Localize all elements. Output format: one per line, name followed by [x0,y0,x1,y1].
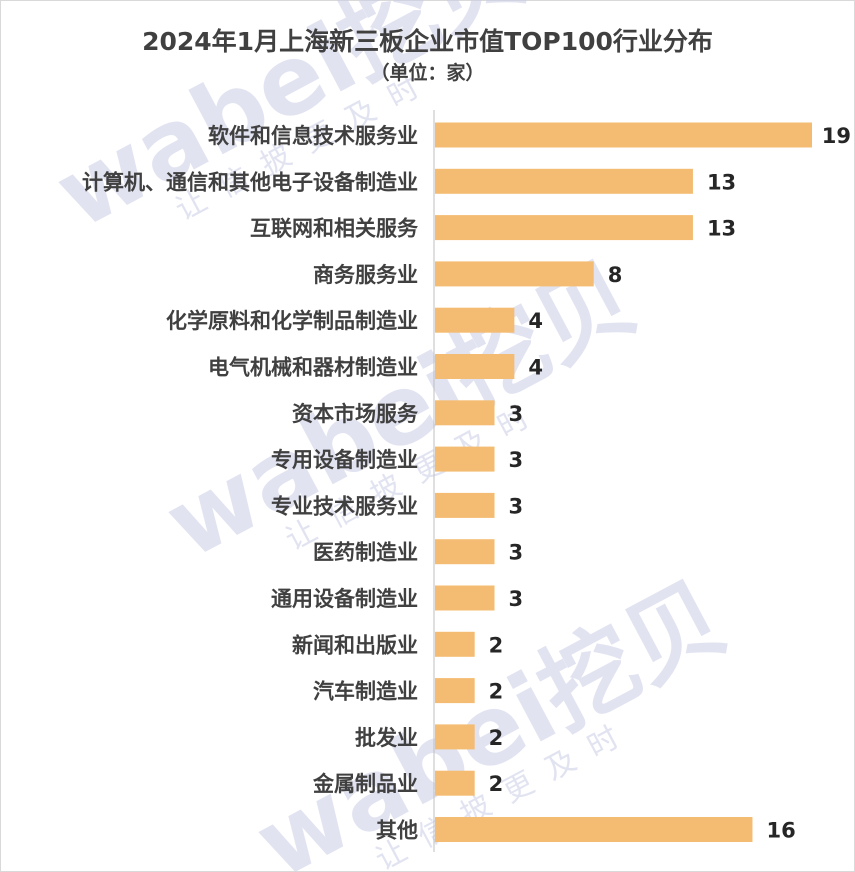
value-label-9: 3 [509,541,524,565]
category-label-14: 金属制品业 [312,772,418,796]
bar-2 [435,215,693,241]
category-label-8: 专业技术服务业 [271,494,418,518]
bar-11 [435,631,475,657]
value-label-14: 2 [489,772,504,796]
value-label-15: 16 [766,819,795,843]
bar-14 [435,770,475,796]
value-label-10: 3 [509,587,524,611]
value-label-13: 2 [489,726,504,750]
category-label-2: 互联网和相关服务 [250,217,419,241]
category-label-7: 专用设备制造业 [271,448,418,472]
chart-subtitle: （单位：家） [370,62,485,84]
value-label-11: 2 [489,633,504,657]
value-label-7: 3 [509,448,524,472]
category-label-4: 化学原料和化学制品制造业 [166,309,418,333]
bar-5 [435,354,515,379]
chart-title: 2024年1月上海新三板企业市值TOP100行业分布 [142,27,713,56]
bar-15 [435,817,753,842]
value-label-1: 13 [707,170,736,194]
bar-10 [435,585,495,611]
bar-8 [435,492,495,518]
category-labels-group: 软件和信息技术服务业计算机、通信和其他电子设备制造业互联网和相关服务商务服务业化… [82,124,419,843]
bars-group [435,122,812,842]
value-label-12: 2 [489,680,504,704]
bar-0 [435,122,812,148]
bar-1 [435,168,693,194]
value-label-0: 19 [822,124,851,148]
bar-4 [435,307,515,333]
value-label-4: 4 [528,309,543,333]
value-label-8: 3 [509,494,524,518]
category-label-3: 商务服务业 [313,263,418,287]
category-label-12: 汽车制造业 [313,680,418,704]
bar-13 [435,724,475,750]
category-label-1: 计算机、通信和其他电子设备制造业 [82,170,418,194]
category-label-10: 通用设备制造业 [271,587,418,611]
bar-6 [435,400,495,426]
category-label-13: 批发业 [355,726,418,750]
category-label-9: 医药制造业 [313,541,418,565]
category-label-5: 电气机械和器材制造业 [208,356,418,380]
value-label-2: 13 [707,217,736,241]
bar-9 [435,539,495,565]
value-label-5: 4 [528,356,543,380]
category-label-6: 资本市场服务 [292,402,419,426]
category-label-11: 新闻和出版业 [292,633,418,657]
bar-7 [435,446,495,472]
value-label-3: 8 [608,263,623,287]
bar-12 [435,678,475,704]
category-label-15: 其他 [376,819,418,843]
bar-3 [435,261,594,287]
value-label-6: 3 [509,402,524,426]
category-label-0: 软件和信息技术服务业 [208,124,418,148]
